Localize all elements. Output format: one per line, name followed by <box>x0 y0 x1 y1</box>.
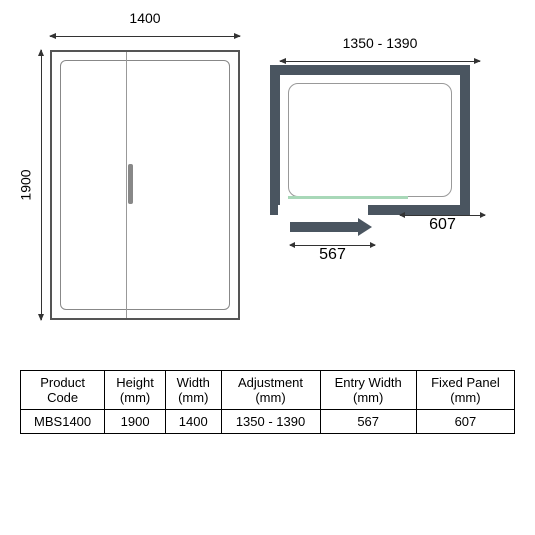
plan-frame <box>270 65 470 215</box>
door-frame <box>50 50 240 320</box>
fixed-dim-label: 607 <box>400 216 485 234</box>
height-dimension: 1900 <box>20 50 45 320</box>
col-height: Height(mm) <box>105 371 166 410</box>
col-product-code: ProductCode <box>21 371 105 410</box>
fixed-panel-dimension: 607 <box>400 212 485 234</box>
adjustment-dim-label: 1350 - 1390 <box>280 35 480 51</box>
entry-arrow-icon <box>290 222 360 232</box>
spec-table: ProductCode Height(mm) Width(mm) Adjustm… <box>20 370 515 434</box>
front-elevation: 1400 1900 <box>20 20 240 340</box>
cell-height: 1900 <box>105 410 166 434</box>
col-fixed: Fixed Panel(mm) <box>416 371 514 410</box>
table-row: MBS1400 1900 1400 1350 - 1390 567 607 <box>21 410 515 434</box>
col-width: Width(mm) <box>165 371 221 410</box>
table-header-row: ProductCode Height(mm) Width(mm) Adjustm… <box>21 371 515 410</box>
width-dimension: 1400 <box>50 15 240 40</box>
diagram-area: 1400 1900 1350 - 1390 607 <box>20 20 515 340</box>
handle-icon <box>128 164 133 204</box>
width-dim-label: 1400 <box>50 10 240 26</box>
cell-fixed: 607 <box>416 410 514 434</box>
cell-width: 1400 <box>165 410 221 434</box>
cell-adjustment: 1350 - 1390 <box>221 410 320 434</box>
height-dim-label: 1900 <box>18 169 34 200</box>
plan-view: 1350 - 1390 607 567 <box>270 40 490 340</box>
cell-entry: 567 <box>320 410 416 434</box>
cell-code: MBS1400 <box>21 410 105 434</box>
adjustment-dimension: 1350 - 1390 <box>280 40 480 65</box>
col-adjustment: Adjustment(mm) <box>221 371 320 410</box>
entry-width-dimension: 567 <box>290 242 375 264</box>
entry-dim-label: 567 <box>290 246 375 264</box>
col-entry: Entry Width(mm) <box>320 371 416 410</box>
